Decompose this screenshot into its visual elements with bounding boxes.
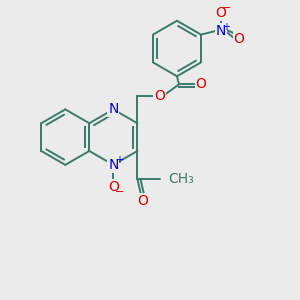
Text: O: O [137, 194, 148, 208]
Text: +: + [115, 155, 123, 165]
Text: O: O [215, 6, 226, 20]
Text: CH₃: CH₃ [168, 172, 194, 186]
Text: N: N [108, 102, 118, 116]
Text: O: O [196, 77, 207, 92]
Text: −: − [222, 3, 232, 13]
Text: O: O [233, 32, 244, 46]
Text: O: O [154, 88, 165, 103]
Text: N: N [216, 24, 226, 38]
Text: −: − [115, 187, 124, 196]
Text: O: O [108, 180, 119, 194]
Text: +: + [222, 22, 230, 32]
Text: N: N [108, 158, 118, 172]
